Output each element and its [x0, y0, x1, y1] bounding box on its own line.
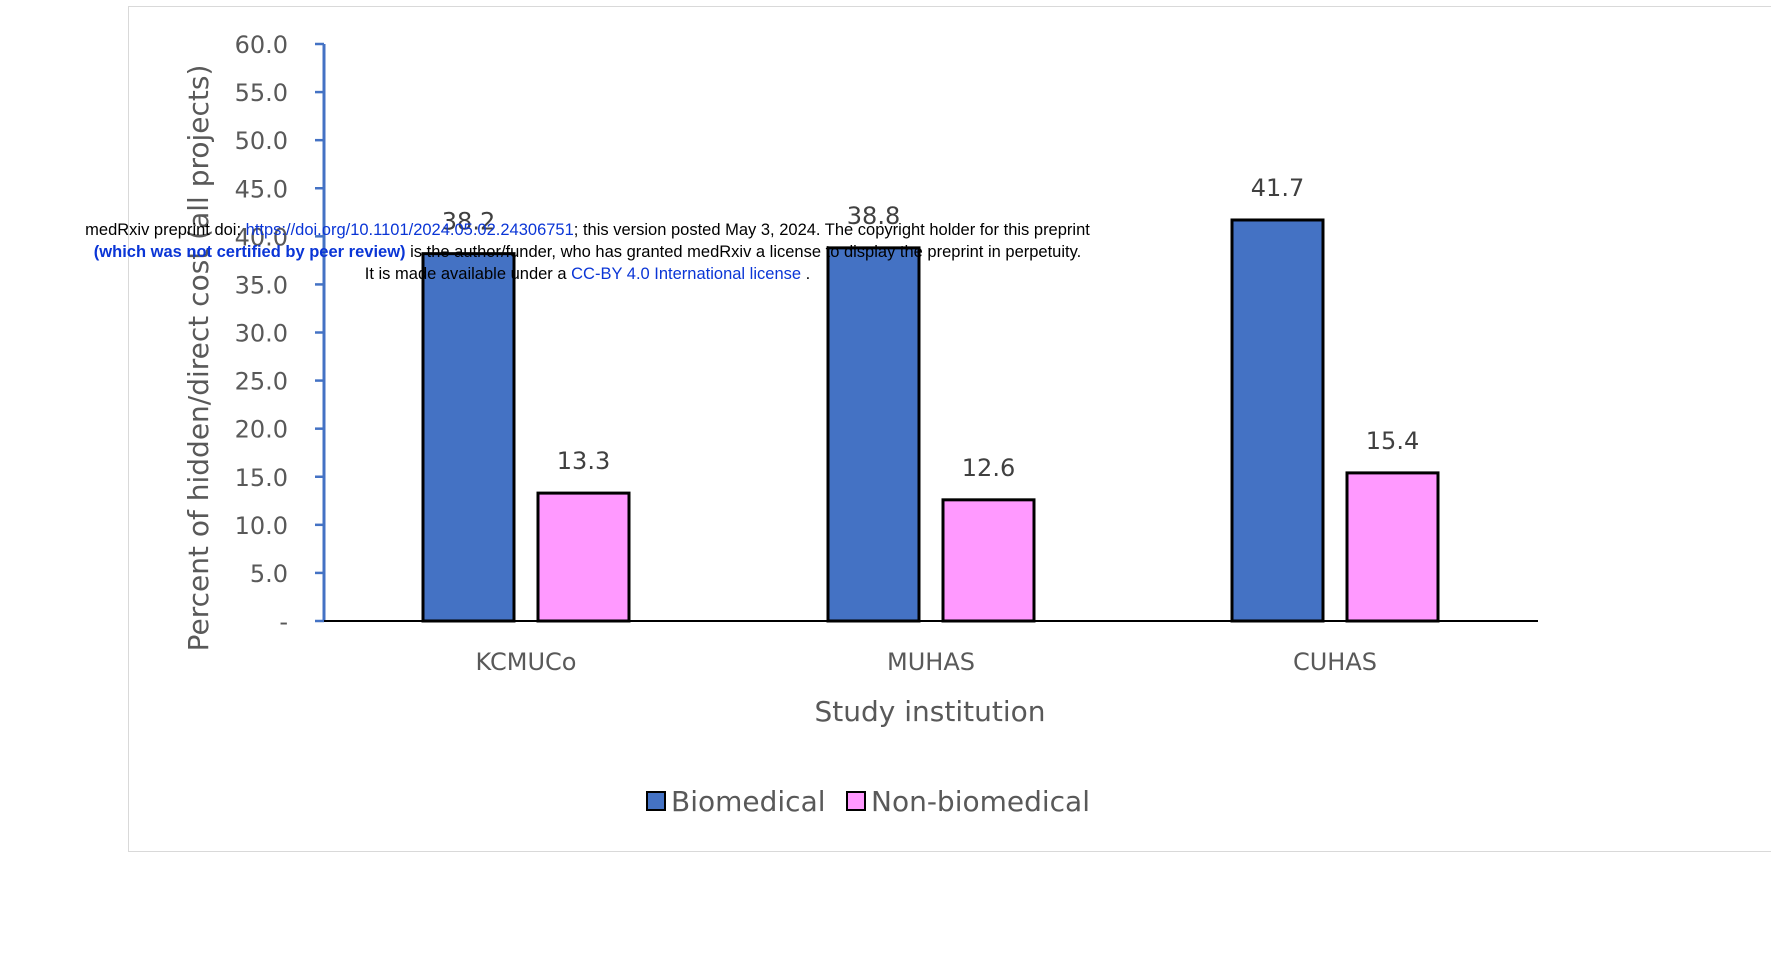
y-axis-ticks: - 5.0 10.0 15.0 20.0 25.0 30.0 35.0 40.0 45.0 50.0…: [235, 31, 324, 636]
doi-link[interactable]: https://doi.org/10.1101/2024.05.02.24306…: [245, 221, 574, 239]
data-label: 38.8: [847, 202, 900, 230]
y-tick-label: -: [279, 608, 288, 636]
x-category-label: MUHAS: [887, 648, 975, 676]
y-tick-label: 50.0: [235, 127, 288, 155]
data-label: 13.3: [557, 447, 610, 475]
legend-swatch: [646, 791, 666, 811]
peer-review-note: (which was not certified by peer review): [93, 243, 406, 261]
license-link[interactable]: CC-BY 4.0 International license: [571, 265, 802, 283]
y-tick-label: 5.0: [250, 560, 288, 588]
bar-muhas-non-biomedical: [941, 498, 1036, 623]
legend-swatch: [846, 791, 866, 811]
preprint-notice-line-1: medRxiv preprint doi: https://doi.org/10…: [0, 219, 1175, 241]
preprint-notice-line-2: (which was not certified by peer review)…: [0, 241, 1175, 263]
y-tick-label: 25.0: [235, 368, 288, 396]
x-axis-title: Study institution: [815, 695, 1046, 728]
chart-frame: [128, 6, 1771, 852]
x-category-label: KCMUCo: [476, 648, 577, 676]
y-tick-label: 20.0: [235, 416, 288, 444]
y-tick-label: 35.0: [235, 271, 288, 299]
data-label: 38.2: [442, 208, 495, 236]
legend: Biomedical Non-biomedical: [646, 785, 1090, 818]
data-label: 12.6: [962, 454, 1015, 482]
availability-suffix: .: [801, 265, 811, 283]
preprint-posted-text: ; this version posted May 3, 2024. The c…: [573, 221, 1090, 239]
y-tick-label: 15.0: [235, 464, 288, 492]
legend-label: Non-biomedical: [871, 785, 1090, 818]
bar-cuhas-non-biomedical: [1345, 471, 1440, 623]
data-labels: 38.2 38.8 41.7 13.3 12.6 15.4: [442, 174, 1419, 482]
y-tick-label: 40.0: [235, 223, 288, 251]
preprint-prefix: medRxiv preprint doi:: [85, 221, 246, 239]
preprint-notice: medRxiv preprint doi: https://doi.org/10…: [0, 219, 1175, 285]
bar-muhas-biomedical: [826, 246, 921, 623]
data-label: 41.7: [1251, 174, 1304, 202]
bar-cuhas-biomedical: [1230, 218, 1325, 623]
license-grant-text: is the author/funder, who has granted me…: [405, 243, 1082, 261]
x-axis-labels: KCMUCo MUHAS CUHAS: [476, 648, 1377, 676]
bar-kcmuco-non-biomedical: [536, 491, 631, 623]
legend-label: Biomedical: [671, 785, 826, 818]
data-label: 15.4: [1366, 427, 1419, 455]
y-tick-label: 60.0: [235, 31, 288, 59]
bars: [421, 218, 1440, 623]
y-tick-label: 45.0: [235, 175, 288, 203]
availability-text: It is made available under a: [364, 265, 572, 283]
preprint-notice-line-3: It is made available under a CC-BY 4.0 I…: [0, 263, 1175, 285]
x-category-label: CUHAS: [1293, 648, 1377, 676]
bar-kcmuco-biomedical: [421, 252, 516, 623]
y-axis-title: Percent of hidden/direct cost (all proje…: [182, 65, 215, 652]
y-tick-label: 30.0: [235, 320, 288, 348]
y-tick-label: 55.0: [235, 79, 288, 107]
y-tick-label: 10.0: [235, 512, 288, 540]
